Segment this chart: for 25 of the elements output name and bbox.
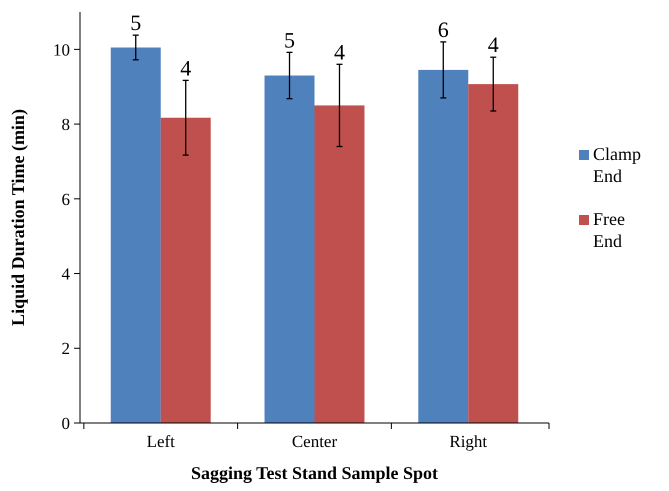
- bar: [264, 76, 314, 423]
- y-tick-label: 8: [62, 115, 70, 134]
- annotation: 6: [438, 16, 449, 42]
- legend-label: Free End: [593, 209, 625, 251]
- y-tick-label: 2: [62, 339, 70, 358]
- x-tick-label: Left: [146, 432, 176, 451]
- bar: [468, 84, 518, 423]
- y-axis-title: Liquid Duration Time (min): [8, 109, 28, 326]
- legend-label: Clamp End: [593, 144, 641, 186]
- y-tick-label: 4: [62, 264, 70, 284]
- x-tick-label: Center: [292, 432, 338, 451]
- annotation: 5: [284, 27, 296, 52]
- bar: [110, 47, 161, 423]
- annotation: 4: [334, 39, 345, 64]
- y-tick-label: 0: [62, 414, 70, 433]
- annotation: 5: [130, 10, 142, 36]
- annotation: 4: [180, 55, 192, 80]
- y-tick-label: 6: [62, 190, 70, 209]
- y-tick-label: 10: [53, 40, 70, 60]
- bar: [160, 118, 211, 423]
- annotation: 4: [488, 32, 499, 58]
- bar: [314, 105, 364, 423]
- x-tick-label: Right: [449, 432, 488, 451]
- bar: [418, 70, 468, 423]
- x-axis-title: Sagging Test Stand Sample Spot: [190, 463, 438, 483]
